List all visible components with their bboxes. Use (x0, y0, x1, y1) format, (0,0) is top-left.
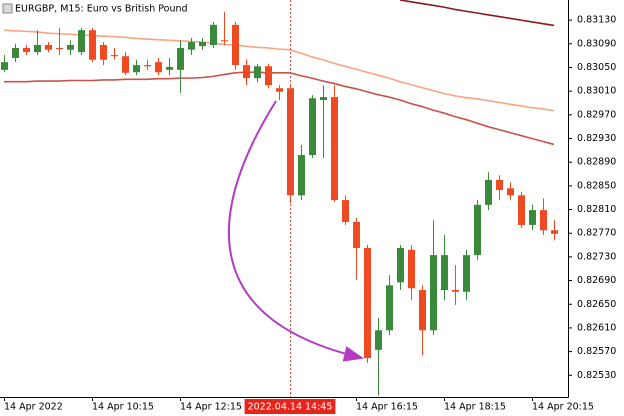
candle-body (496, 179, 503, 191)
candle-body (122, 56, 129, 73)
candle-body (386, 285, 393, 331)
y-tick-label: 0.82650 (577, 299, 616, 310)
candle-body (56, 47, 63, 50)
candle-body (540, 210, 547, 231)
symbol-icon (2, 3, 13, 14)
candle-body (353, 221, 360, 249)
candle-body (364, 248, 371, 359)
candle-body (210, 24, 217, 45)
candle-body (34, 44, 41, 53)
candle-body (518, 195, 525, 225)
candle-body (254, 66, 261, 79)
candle-body (485, 179, 492, 205)
x-tick-label: 14 Apr 20:15 (532, 402, 594, 413)
y-tick-label: 0.82930 (577, 133, 616, 144)
candle-body (397, 248, 404, 283)
candle-body (430, 255, 437, 331)
y-tick-label: 0.83050 (577, 62, 616, 73)
x-tick-label: 14 Apr 2022 (4, 402, 63, 413)
candle-body (199, 42, 206, 47)
candle-body (100, 44, 107, 60)
y-tick-label: 0.82610 (577, 322, 616, 333)
chart-title: EURGBP, M15: Euro vs British Pound (15, 4, 188, 15)
candle-body (474, 204, 481, 256)
candle-body (12, 47, 19, 59)
y-tick-label: 0.82970 (577, 109, 616, 120)
candle-body (45, 44, 52, 50)
candle-body (342, 200, 349, 222)
candle-body (221, 40, 228, 42)
y-tick-label: 0.82730 (577, 251, 616, 262)
x-tick-label: 2022.04.14 14:45 (248, 402, 333, 413)
y-tick-label: 0.83090 (577, 38, 616, 49)
candle-body (232, 24, 239, 66)
y-tick-label: 0.82850 (577, 180, 616, 191)
x-tick-label: 14 Apr 12:15 (180, 402, 242, 413)
candle-body (1, 62, 8, 70)
candle-body (89, 30, 96, 60)
candle-body (177, 47, 184, 70)
moving-average-line (399, 0, 555, 27)
x-tick-label: 14 Apr 18:15 (444, 402, 506, 413)
candle-body (408, 249, 415, 289)
candle-body (133, 65, 140, 73)
candle-body (155, 62, 162, 73)
arrow-annotation (228, 100, 364, 362)
candle-body (441, 255, 448, 291)
candle-body (78, 30, 85, 53)
y-tick-label: 0.82570 (577, 346, 616, 357)
moving-average-line (4, 71, 555, 146)
crosshair-label-bg (244, 399, 336, 414)
y-tick-label: 0.82770 (577, 228, 616, 239)
candle-body (298, 155, 305, 196)
candle-body (243, 65, 250, 79)
candle-body (463, 255, 470, 292)
candle-body (23, 47, 30, 53)
candle-body (551, 230, 558, 234)
candle-body (331, 97, 338, 201)
candle-body (166, 66, 173, 70)
candle-body (507, 188, 514, 196)
candle-body (144, 65, 151, 67)
candle-body (452, 290, 459, 292)
y-tick-label: 0.82810 (577, 204, 616, 215)
candle-body (529, 210, 536, 225)
y-tick-label: 0.83130 (577, 15, 616, 26)
candle-body (276, 88, 283, 92)
candle-body (111, 55, 118, 57)
candle-body (188, 42, 195, 50)
y-tick-label: 0.83010 (577, 86, 616, 97)
y-tick-label: 0.82890 (577, 157, 616, 168)
candle-body (265, 66, 272, 86)
candle-body (67, 44, 74, 50)
candle-body (375, 330, 382, 350)
candle-body (419, 290, 426, 331)
x-tick-label: 14 Apr 10:15 (92, 402, 154, 413)
candle-body (309, 98, 316, 156)
y-tick-label: 0.82690 (577, 275, 616, 286)
x-tick-label: 14 Apr 16:15 (356, 402, 418, 413)
candle-body (320, 97, 327, 101)
y-tick-label: 0.82530 (577, 370, 616, 381)
